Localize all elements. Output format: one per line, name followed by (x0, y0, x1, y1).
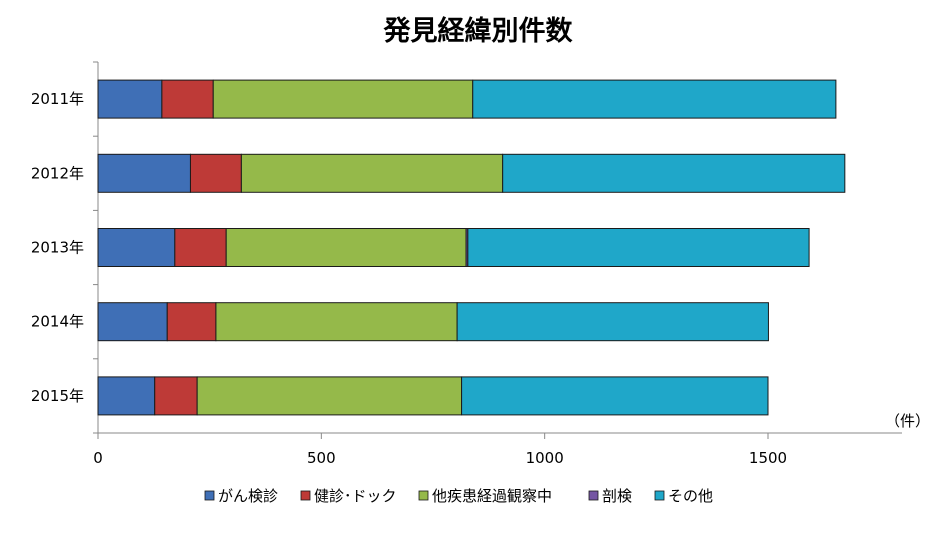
bar-segment (240, 153, 504, 193)
y-tick-label: 2011年 (31, 90, 84, 108)
legend-label: 剖検 (602, 487, 632, 505)
bar-segment (467, 228, 810, 267)
unit-label: （件） (885, 412, 930, 430)
legend-label: がん検診 (218, 487, 278, 505)
legend: がん検診 健診･ドック 他疾患経過観察中 剖検 その他 (204, 487, 713, 505)
bar-segment (189, 153, 242, 193)
bar-segment (196, 376, 463, 416)
bar-segment (161, 79, 214, 119)
bar-segment (97, 228, 176, 267)
x-tick-label: 1500 (749, 449, 787, 467)
bar-segment (154, 376, 198, 416)
legend-swatch (588, 490, 599, 501)
y-tick-label: 2015年 (31, 387, 84, 405)
bar-segment (472, 79, 837, 119)
bar-segment (97, 153, 191, 193)
y-tick-label: 2013年 (31, 239, 84, 257)
bar-segment (212, 79, 474, 119)
legend-label: その他 (668, 487, 713, 505)
bar-segment (502, 153, 846, 193)
bar-segment (215, 302, 458, 342)
bar-segment (97, 302, 168, 342)
legend-label: 他疾患経過観察中 (432, 487, 552, 505)
x-tick-label: 1000 (526, 449, 564, 467)
bar-segment (97, 79, 163, 119)
legend-swatch (204, 490, 215, 501)
bar-segment (174, 228, 227, 267)
x-tick-label: 0 (93, 449, 103, 467)
bar-segment (225, 228, 467, 267)
y-tick-label: 2012年 (31, 164, 84, 182)
bar-segment (97, 376, 156, 416)
legend-swatch (654, 490, 665, 501)
chart-title: 発見経緯別件数 (383, 15, 574, 47)
x-tick-label: 500 (307, 449, 336, 467)
plot-area: 0 500 1000 1500 2011年 2012年 2013年 2014年 2015年 (31, 61, 902, 467)
legend-swatch (418, 490, 429, 501)
bar-segment (461, 376, 769, 416)
y-tick-label: 2014年 (31, 313, 84, 331)
bar-segment (166, 302, 217, 342)
legend-label: 健診･ドック (314, 487, 397, 505)
bar-segment (456, 302, 769, 342)
legend-swatch (300, 490, 311, 501)
